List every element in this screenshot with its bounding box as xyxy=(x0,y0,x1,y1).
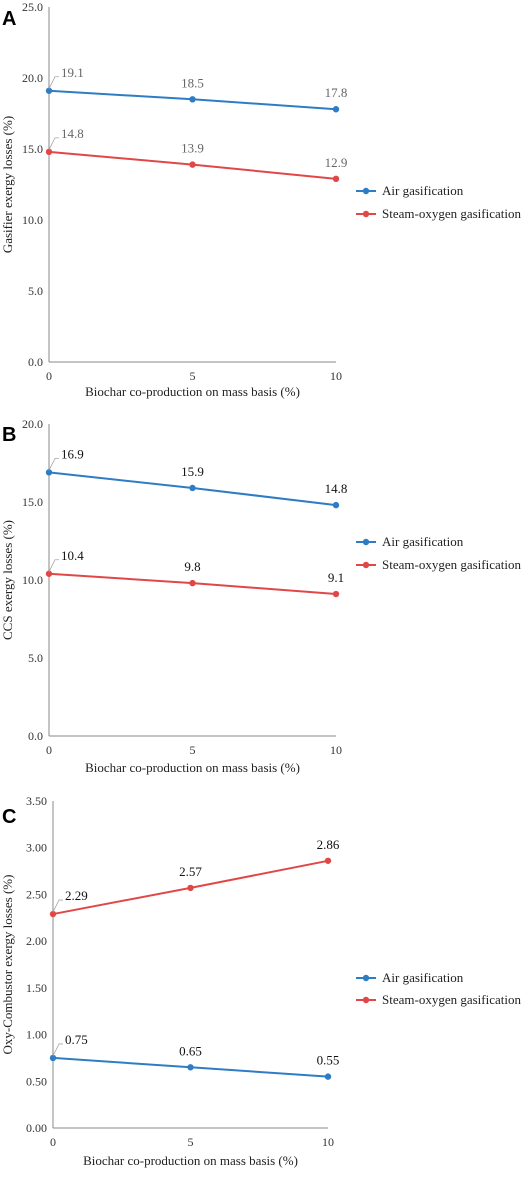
y-axis-title: Gasifier exergy losses (%) xyxy=(0,116,15,253)
x-tick-label: 5 xyxy=(190,743,196,757)
y-tick-label: 15.0 xyxy=(22,142,43,156)
y-tick-label: 2.00 xyxy=(26,934,47,948)
chart-panel-c: C 0.00 0.50 1.00 1.50 2.00 2.50 3.00 3.50 0 5 10 Oxy… xyxy=(0,794,521,1168)
legend-swatch-marker xyxy=(362,187,370,195)
data-label: 0.75 xyxy=(65,1032,88,1047)
data-point xyxy=(45,469,53,476)
data-label: 2.29 xyxy=(65,888,88,903)
y-tick-label: 2.50 xyxy=(26,887,47,901)
data-point xyxy=(324,1073,332,1080)
data-point xyxy=(45,87,53,94)
data-point xyxy=(332,175,340,183)
chart-panel-a: A 0.0 5.0 10.0 15.0 20.0 25.0 0 5 10 Gasifier exer… xyxy=(0,0,521,399)
y-tick-label: 10.0 xyxy=(22,573,43,587)
panel-letter: C xyxy=(2,806,16,828)
data-label: 2.86 xyxy=(317,837,340,852)
data-point xyxy=(189,96,196,103)
data-point xyxy=(49,910,57,918)
x-tick-label: 10 xyxy=(330,743,342,757)
legend-swatch-marker xyxy=(362,561,370,569)
y-axis-title: Oxy-Combustor exergy losses (%) xyxy=(0,875,15,1055)
data-label: 13.9 xyxy=(181,141,204,156)
data-label: 14.8 xyxy=(325,481,348,496)
data-label: 12.9 xyxy=(325,155,348,170)
y-tick-label: 15.0 xyxy=(22,495,43,509)
data-point xyxy=(187,1064,194,1071)
y-tick-label: 20.0 xyxy=(22,417,43,431)
y-tick-label: 5.0 xyxy=(28,284,43,298)
y-tick-label: 20.0 xyxy=(22,71,43,85)
legend-swatch-marker xyxy=(362,538,370,546)
data-point xyxy=(49,1054,57,1062)
label-leader-line xyxy=(48,457,59,471)
label-leader-line xyxy=(48,137,59,151)
data-label: 0.65 xyxy=(179,1043,202,1058)
x-tick-label: 0 xyxy=(46,369,52,383)
y-tick-label: 0.50 xyxy=(26,1074,47,1088)
x-tick-label: 0 xyxy=(50,1135,56,1149)
data-point xyxy=(332,106,340,113)
x-axis-title: Biochar co-production on mass basis (%) xyxy=(85,384,300,399)
data-point xyxy=(45,570,53,577)
data-point xyxy=(189,161,196,168)
label-leader-line xyxy=(52,1043,63,1057)
legend-entry: Air gasification xyxy=(382,183,464,198)
x-axis-title: Biochar co-production on mass basis (%) xyxy=(85,760,300,775)
x-tick-label: 5 xyxy=(188,1135,194,1149)
panel-letter: B xyxy=(2,424,16,446)
data-label: 9.1 xyxy=(328,570,344,585)
data-point xyxy=(189,484,196,492)
y-tick-label: 0.00 xyxy=(26,1121,47,1135)
x-axis-title: Biochar co-production on mass basis (%) xyxy=(83,1153,298,1168)
y-tick-label: 0.0 xyxy=(28,355,43,369)
label-leader-line xyxy=(52,899,63,913)
legend-swatch-marker xyxy=(362,996,370,1004)
data-label: 0.55 xyxy=(317,1053,340,1068)
data-label: 19.1 xyxy=(61,65,84,80)
legend-swatch-marker xyxy=(362,974,370,982)
y-tick-label: 25.0 xyxy=(22,0,43,14)
data-point xyxy=(187,884,194,892)
x-tick-label: 5 xyxy=(190,369,196,383)
data-point xyxy=(189,579,196,587)
panel-letter: A xyxy=(2,8,16,30)
chart-panel-b: B 0.0 5.0 10.0 15.0 20.0 0 5 10 CCS exergy losses… xyxy=(0,417,521,775)
data-label: 10.4 xyxy=(61,548,84,563)
data-label: 15.9 xyxy=(181,464,204,479)
legend-swatch-marker xyxy=(362,210,370,218)
data-point xyxy=(324,857,332,864)
legend-entry: Air gasification xyxy=(382,970,464,985)
data-label: 14.8 xyxy=(61,126,84,141)
x-tick-label: 10 xyxy=(322,1135,334,1149)
data-label: 9.8 xyxy=(184,559,200,574)
y-tick-label: 1.50 xyxy=(26,981,47,995)
label-leader-line xyxy=(48,559,59,572)
x-tick-label: 10 xyxy=(330,369,342,383)
data-point xyxy=(332,590,340,598)
y-axis-title: CCS exergy losses (%) xyxy=(0,520,15,640)
legend-entry: Steam-oxygen gasification xyxy=(382,557,521,572)
data-label: 17.8 xyxy=(325,85,348,100)
y-tick-label: 5.0 xyxy=(28,651,43,665)
y-tick-label: 1.00 xyxy=(26,1028,47,1042)
legend-entry: Air gasification xyxy=(382,534,464,549)
data-point xyxy=(45,148,53,156)
legend-entry: Steam-oxygen gasification xyxy=(382,992,521,1007)
y-tick-label: 10.0 xyxy=(22,213,43,227)
data-label: 2.57 xyxy=(179,864,202,879)
y-tick-label: 3.00 xyxy=(26,841,47,855)
label-leader-line xyxy=(48,76,59,89)
y-tick-label: 0.0 xyxy=(28,729,43,743)
x-tick-label: 0 xyxy=(46,743,52,757)
data-point xyxy=(332,501,340,509)
y-tick-label: 3.50 xyxy=(26,794,47,808)
data-label: 16.9 xyxy=(61,446,84,461)
data-label: 18.5 xyxy=(181,75,204,90)
legend-entry: Steam-oxygen gasification xyxy=(382,206,521,221)
